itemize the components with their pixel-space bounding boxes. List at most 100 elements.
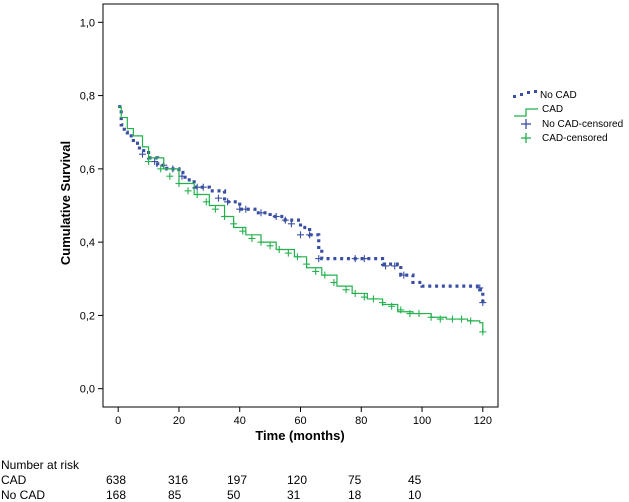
censor-mark-no-cad (193, 183, 201, 191)
censor-mark-no-cad (139, 150, 146, 158)
censor-mark-cad (427, 313, 435, 321)
censor-mark-no-cad (151, 158, 159, 166)
censor-mark-cad (360, 293, 368, 301)
censor-mark-no-cad (257, 209, 265, 217)
censor-mark-no-cad (236, 205, 244, 213)
censor-mark-cad (379, 299, 387, 307)
censor-mark-cad (211, 205, 219, 213)
x-tick-label: 0 (115, 415, 121, 427)
censor-mark-no-cad (476, 284, 484, 292)
risk-value: 18 (348, 488, 362, 502)
censor-mark-cad (458, 315, 466, 323)
censor-mark-no-cad (360, 255, 368, 263)
y-axis: 0,0 0,2 0,4 0,6 0,8 1,0 (80, 17, 103, 396)
risk-row-no-cad-label: No CAD (1, 488, 45, 502)
y-tick-label: 0,4 (80, 237, 95, 249)
legend: No CAD CAD No CAD-censored CAD-censored (513, 90, 623, 144)
x-tick-label: 40 (234, 415, 246, 427)
censor-mark-cad (330, 278, 338, 286)
legend-no-cad-censored-label: No CAD-censored (542, 119, 623, 130)
y-tick-label: 1,0 (80, 17, 95, 29)
x-tick-label: 20 (173, 415, 185, 427)
risk-table-values: 638 316 197 120 75 45 168 85 50 31 18 10 (106, 473, 422, 502)
censor-mark-no-cad (287, 220, 295, 228)
censor-mark-cad (184, 187, 192, 195)
legend-no-cad-censored-marker (521, 119, 531, 129)
censor-mark-cad (239, 227, 247, 235)
censor-mark-cad (467, 317, 475, 325)
censor-mark-cad (293, 253, 301, 261)
censor-mark-cad (157, 165, 165, 173)
censor-mark-no-cad (272, 212, 280, 220)
risk-value: 31 (287, 488, 301, 502)
censor-mark-no-cad (224, 198, 232, 206)
censor-mark-cad (230, 220, 238, 228)
censor-mark-cad (175, 180, 183, 188)
y-tick-label: 0,6 (80, 164, 95, 176)
censor-mark-no-cad (199, 183, 207, 191)
censor-mark-no-cad (281, 216, 289, 224)
censor-mark-cad (369, 295, 377, 303)
censor-mark-cad (436, 315, 444, 323)
legend-no-cad-marker (513, 90, 537, 98)
x-tick-label: 80 (355, 415, 367, 427)
y-axis-title: Cumulative Survival (58, 141, 73, 265)
censor-mark-no-cad (382, 262, 390, 270)
censor-mark-no-cad (306, 231, 314, 239)
censor-mark-cad (448, 315, 456, 323)
risk-row-cad-label: CAD (1, 473, 27, 487)
risk-value: 50 (227, 488, 241, 502)
censor-mark-no-cad (297, 231, 304, 239)
risk-value: 45 (408, 473, 422, 487)
legend-no-cad-label: No CAD (540, 90, 577, 101)
y-tick-label: 0,2 (80, 310, 95, 322)
censor-mark-cad (351, 289, 359, 297)
censor-mark-no-cad (178, 172, 186, 180)
censor-mark-no-cad (242, 205, 250, 213)
risk-value: 316 (168, 473, 188, 487)
legend-cad-censored-label: CAD-censored (542, 133, 608, 144)
censor-mark-cad (415, 310, 423, 318)
censor-mark-no-cad (214, 194, 222, 202)
x-axis: 0 20 40 60 80 100 120 (115, 407, 492, 427)
x-tick-label: 60 (294, 415, 306, 427)
legend-cad-marker (514, 108, 538, 117)
y-tick-label: 0,8 (80, 91, 95, 103)
censor-mark-cad (248, 234, 256, 242)
x-tick-label: 100 (413, 415, 431, 427)
censor-mark-cad (275, 245, 283, 253)
censor-mark-no-cad (400, 271, 408, 279)
series-layer (118, 104, 487, 336)
censor-mark-cad (397, 306, 405, 314)
censor-mark-cad (284, 249, 292, 257)
censor-mark-cad (388, 302, 396, 310)
x-tick-label: 120 (474, 415, 492, 427)
risk-value: 168 (106, 488, 126, 502)
risk-value: 638 (106, 473, 126, 487)
series-line-cad (118, 105, 484, 332)
x-axis-title: Time (months) (255, 428, 344, 443)
censor-mark-cad (145, 158, 153, 166)
censor-mark-no-cad (351, 255, 359, 263)
legend-cad-label: CAD (542, 104, 563, 115)
censor-mark-cad (202, 198, 210, 206)
censor-mark-cad (479, 328, 487, 336)
censor-mark-cad (257, 238, 265, 246)
censor-mark-cad (166, 172, 174, 180)
censor-mark-no-cad (315, 255, 323, 263)
censor-mark-no-cad (391, 262, 399, 270)
censor-mark-cad (303, 260, 311, 268)
plot-area (102, 3, 499, 408)
y-tick-label: 0,0 (80, 384, 95, 396)
censor-mark-cad (221, 212, 229, 220)
risk-table-title: Number at risk (1, 458, 80, 472)
censor-mark-cad (312, 267, 320, 275)
risk-value: 120 (287, 473, 307, 487)
legend-cad-censored-marker (521, 133, 531, 143)
risk-value: 197 (227, 473, 247, 487)
censor-mark-cad (193, 191, 201, 199)
risk-value: 10 (408, 488, 422, 502)
risk-value: 85 (168, 488, 182, 502)
censor-mark-no-cad (479, 299, 487, 307)
